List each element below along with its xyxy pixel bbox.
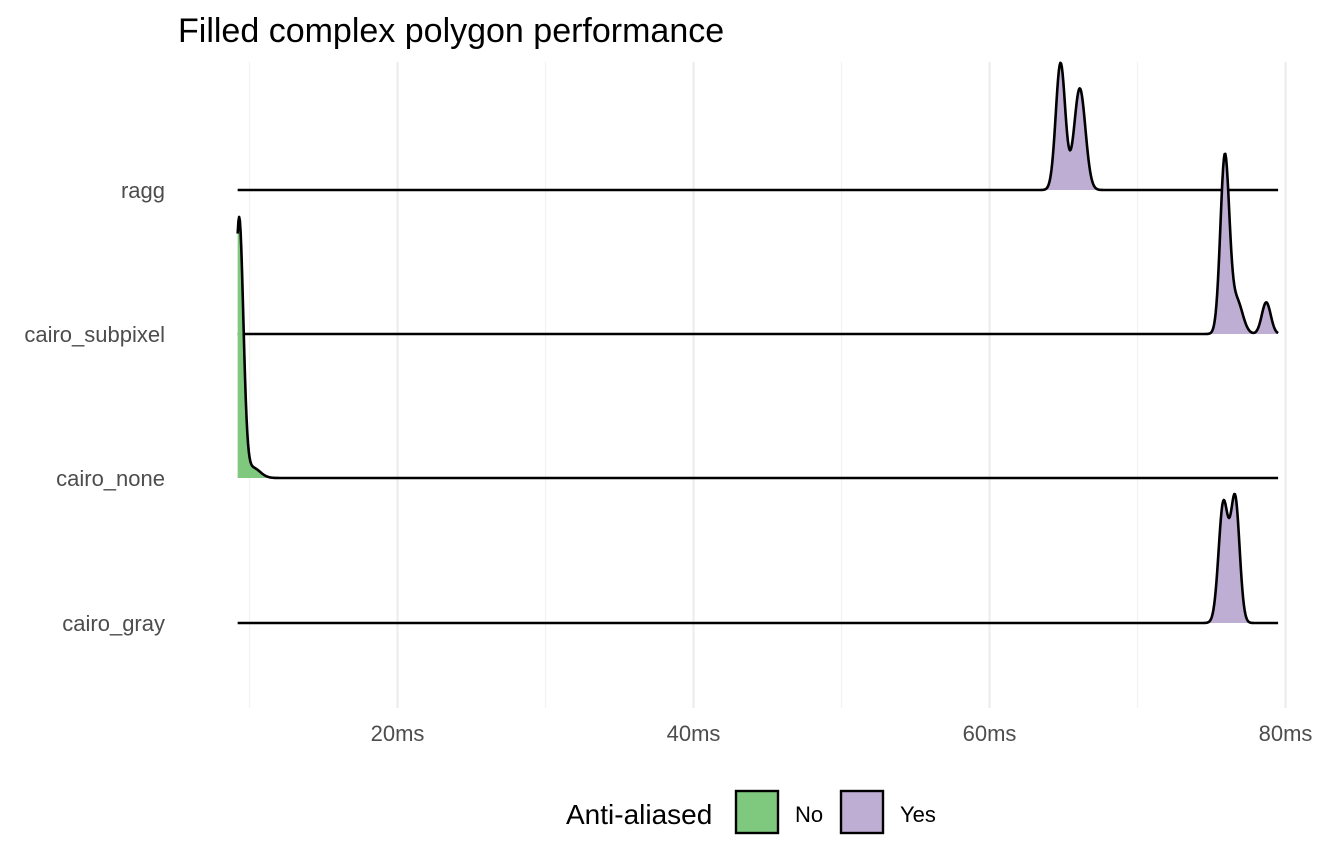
ridge-fill-cairo_gray bbox=[237, 494, 1279, 623]
y-tick-label: ragg bbox=[121, 178, 165, 203]
y-tick-label: cairo_subpixel bbox=[24, 322, 165, 347]
ridge-line-cairo_none bbox=[236, 215, 1279, 480]
ridge-fill-ragg bbox=[237, 62, 1279, 191]
x-tick-label: 20ms bbox=[371, 721, 425, 746]
ridge-line-cairo_subpixel bbox=[237, 152, 1279, 336]
y-axis-ticks: ragg cairo_subpixel cairo_none cairo_gray bbox=[24, 178, 165, 636]
chart-title: Filled complex polygon performance bbox=[178, 12, 724, 50]
grid bbox=[248, 62, 1287, 708]
legend-label-yes: Yes bbox=[900, 802, 936, 827]
x-tick-label: 80ms bbox=[1259, 721, 1313, 746]
x-tick-label: 40ms bbox=[667, 721, 721, 746]
ridge-line-ragg bbox=[237, 61, 1279, 192]
y-tick-label: cairo_none bbox=[56, 466, 165, 491]
ridge-line-cairo_gray bbox=[237, 492, 1279, 625]
x-tick-label: 60ms bbox=[963, 721, 1017, 746]
x-axis-ticks: 20ms 40ms 60ms 80ms bbox=[371, 721, 1313, 746]
y-tick-label: cairo_gray bbox=[62, 611, 165, 636]
ridges bbox=[236, 61, 1279, 625]
ridge-fill-cairo_subpixel bbox=[237, 153, 1279, 334]
legend: Anti-aliased No Yes bbox=[566, 789, 936, 835]
legend-label-no: No bbox=[795, 802, 823, 827]
legend-key-no bbox=[734, 789, 780, 835]
legend-key-yes bbox=[839, 789, 885, 835]
legend-title: Anti-aliased bbox=[566, 799, 712, 830]
ridge-fill-cairo_none bbox=[237, 216, 1279, 478]
